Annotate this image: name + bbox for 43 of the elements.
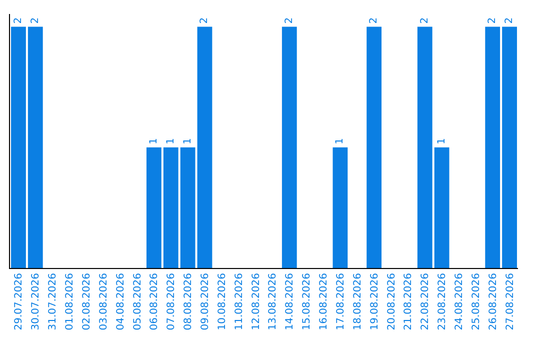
- x-tick-label: 27.08.2026: [504, 273, 516, 330]
- x-tick-label: 30.07.2026: [30, 273, 42, 330]
- x-tick-label: 10.08.2026: [216, 273, 228, 330]
- x-tick-label: 17.08.2026: [335, 273, 346, 330]
- x-tick-label: 05.08.2026: [132, 273, 144, 330]
- x-tick-label: 16.08.2026: [318, 273, 330, 330]
- x-tick-label: 06.08.2026: [149, 273, 160, 330]
- data-label: 1: [436, 138, 448, 144]
- x-tick-label: 22.08.2026: [420, 273, 432, 330]
- x-tick-label: 04.08.2026: [115, 273, 126, 330]
- x-tick-label: 03.08.2026: [98, 273, 110, 330]
- data-label: 2: [368, 17, 380, 24]
- data-label: 2: [419, 17, 430, 24]
- x-tick-label: 31.07.2026: [48, 273, 59, 330]
- data-label: 2: [504, 17, 516, 24]
- x-tick-label: 09.08.2026: [200, 273, 211, 330]
- x-tick-label: 08.08.2026: [183, 273, 194, 330]
- x-tick-label: 12.08.2026: [250, 273, 262, 330]
- x-tick-label: 20.08.2026: [386, 273, 398, 330]
- x-tick-label: 26.08.2026: [488, 273, 499, 330]
- data-label: 2: [30, 17, 41, 24]
- x-tick-label: 02.08.2026: [81, 273, 92, 330]
- data-label: 1: [182, 138, 194, 144]
- data-label: 2: [199, 17, 210, 24]
- data-label: 1: [334, 138, 346, 144]
- x-tick-label: 01.08.2026: [64, 273, 76, 330]
- x-tick-label: 07.08.2026: [166, 273, 178, 330]
- x-tick-label: 24.08.2026: [454, 273, 465, 330]
- data-label: 1: [165, 138, 176, 144]
- x-tick-label: 21.08.2026: [403, 273, 414, 330]
- x-tick-label: 23.08.2026: [437, 273, 448, 330]
- data-label: 2: [487, 17, 498, 24]
- x-tick-label: 14.08.2026: [284, 273, 296, 330]
- data-label: 2: [12, 17, 24, 24]
- x-tick-label: 15.08.2026: [302, 273, 313, 330]
- x-tick-label: 19.08.2026: [369, 273, 380, 330]
- x-tick-label: 29.07.2026: [14, 273, 25, 330]
- x-tick-label: 18.08.2026: [352, 273, 364, 330]
- data-label: 2: [284, 17, 295, 24]
- x-tick-label: 25.08.2026: [470, 273, 482, 330]
- x-tick-label: 13.08.2026: [268, 273, 279, 330]
- x-tick-label: 11.08.2026: [234, 273, 245, 330]
- data-label: 1: [148, 138, 160, 144]
